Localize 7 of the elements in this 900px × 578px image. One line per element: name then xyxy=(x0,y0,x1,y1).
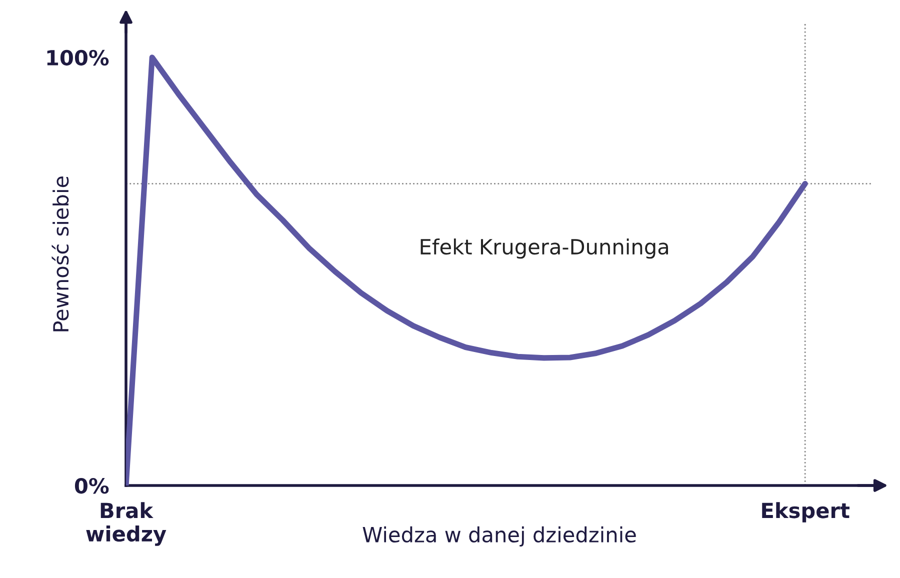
x-tick-label: Ekspert xyxy=(762,502,850,522)
x-tick-label: Brak wiedzy xyxy=(86,502,166,546)
y-axis-title: Pewność siebie xyxy=(52,176,69,332)
y-tick-label: 0% xyxy=(74,478,109,494)
annotation: Efekt Krugera-Dunninga xyxy=(420,238,668,259)
y-tick-label: 100% xyxy=(47,50,109,66)
x-axis-title: Wiedza w danej dziedzinie xyxy=(362,526,636,547)
